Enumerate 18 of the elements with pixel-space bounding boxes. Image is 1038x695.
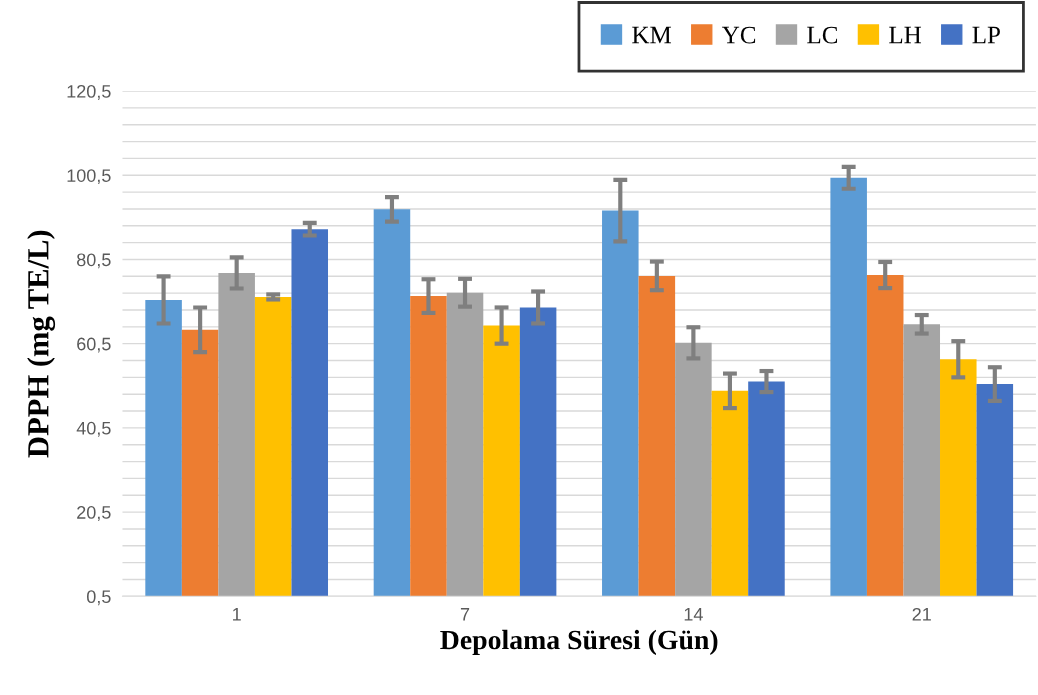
x-tick-label: 7 bbox=[460, 608, 470, 621]
x-tick-label: 14 bbox=[684, 608, 703, 621]
y-tick-label: 0,5 bbox=[86, 590, 111, 606]
y-tick-label: 20,5 bbox=[77, 506, 111, 521]
y-tick-label: 80,5 bbox=[77, 253, 111, 269]
legend-label: LP bbox=[972, 26, 1000, 44]
x-axis-title: Depolama Süresi (Gün) bbox=[440, 629, 718, 655]
y-axis-title: DPPH (mg TE/L) bbox=[27, 230, 56, 458]
y-tick-label: 100,5 bbox=[67, 169, 111, 185]
x-tick-label: 1 bbox=[233, 608, 241, 621]
legend-label: KM bbox=[632, 26, 672, 44]
legend-label: YC bbox=[722, 26, 756, 44]
legend-label: LC bbox=[807, 26, 838, 44]
y-tick-label: 40,5 bbox=[76, 421, 111, 437]
y-tick-label: 60,5 bbox=[77, 337, 111, 353]
x-tick-label: 21 bbox=[912, 607, 931, 621]
legend-label: LH bbox=[889, 26, 922, 44]
y-tick-label: 120,5 bbox=[67, 84, 111, 100]
